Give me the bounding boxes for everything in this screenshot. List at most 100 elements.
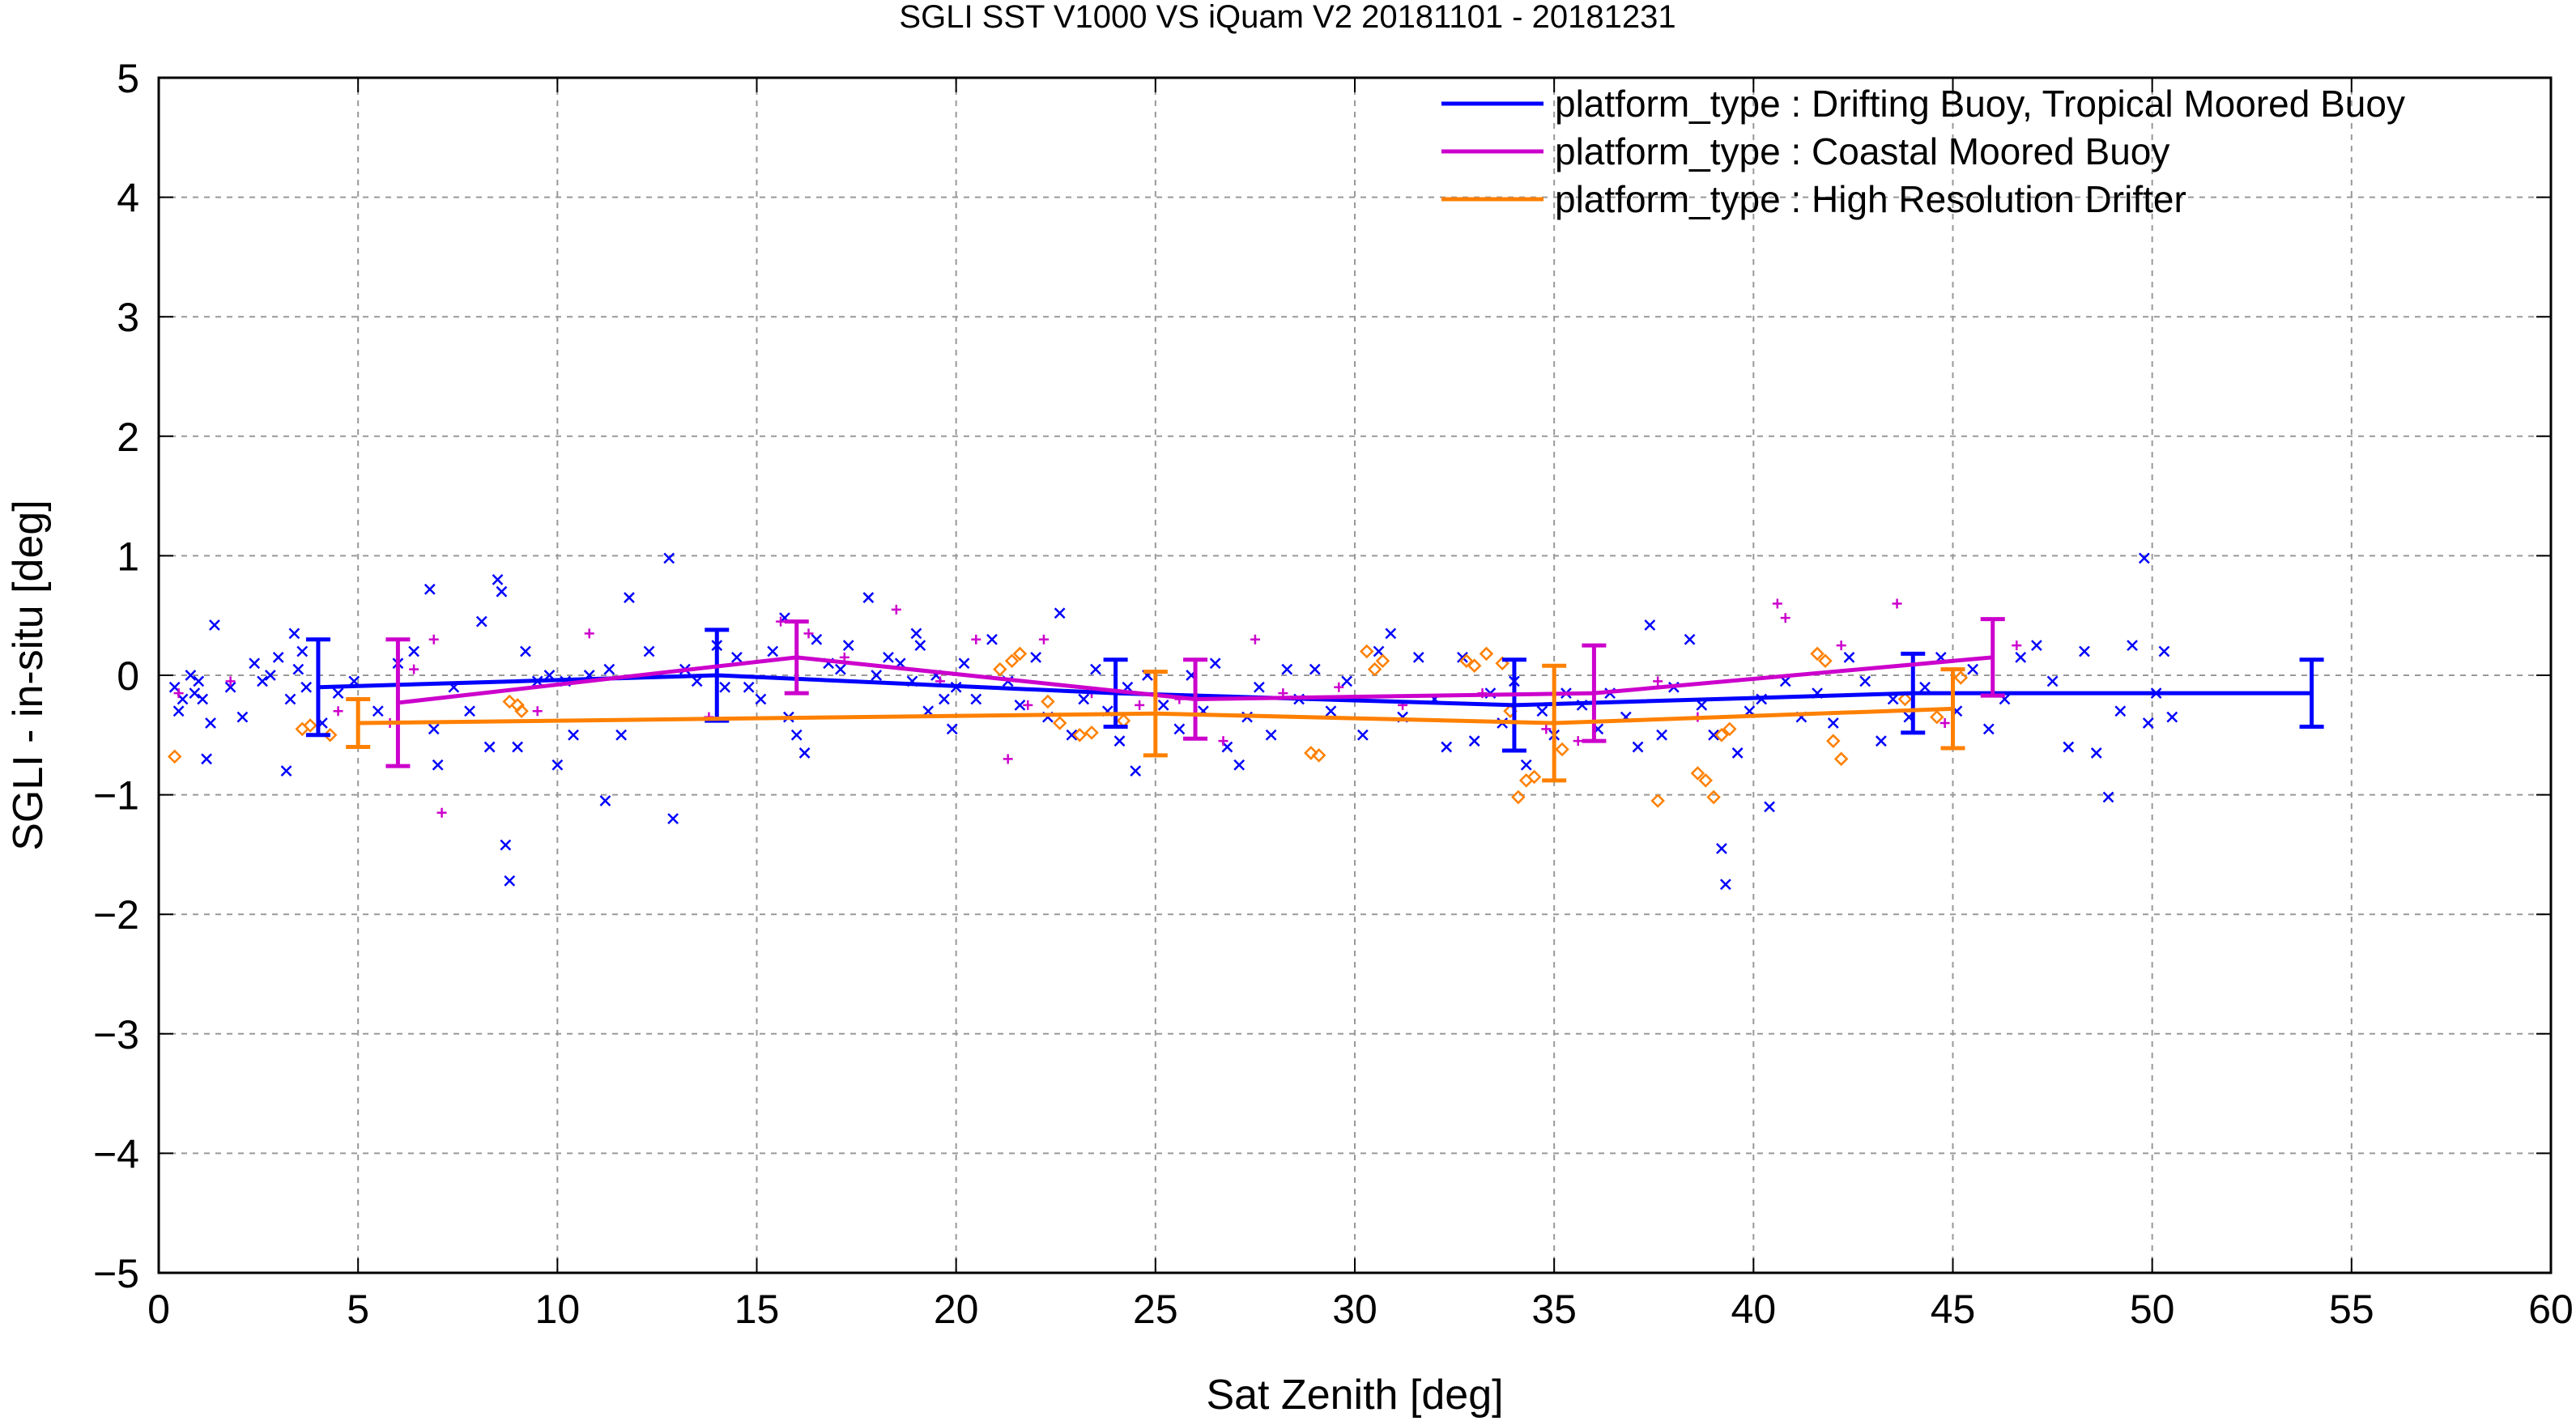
data-point	[303, 718, 317, 733]
data-point	[1066, 729, 1078, 741]
data-point	[272, 651, 284, 663]
data-point	[1023, 700, 1033, 710]
data-point	[603, 663, 615, 675]
data-point	[1360, 644, 1374, 659]
data-point	[1555, 742, 1569, 757]
legend-label: platform_type : Coastal Moored Buoy	[1555, 130, 2169, 172]
data-point	[2127, 640, 2138, 651]
data-point	[862, 592, 875, 603]
data-point	[1632, 741, 1644, 753]
data-point	[1731, 747, 1744, 759]
data-point	[2012, 640, 2022, 651]
data-point	[205, 717, 216, 729]
data-point	[1708, 729, 1719, 741]
data-point	[1714, 728, 1729, 742]
y-tick-label: −3	[93, 1012, 139, 1057]
data-point	[1367, 662, 1382, 677]
data-point	[185, 670, 197, 681]
legend: platform_type : Drifting Buoy, Tropical …	[1441, 83, 2405, 220]
data-point	[436, 807, 447, 818]
grid	[159, 78, 2551, 1273]
data-point	[296, 645, 309, 657]
x-tick-label: 10	[535, 1287, 581, 1332]
series-layer	[167, 552, 2324, 891]
data-point	[2090, 747, 2102, 759]
data-point	[1130, 765, 1142, 776]
data-point	[1939, 718, 1950, 729]
data-point	[1526, 769, 1542, 785]
x-tick-label: 35	[1531, 1287, 1577, 1332]
data-point	[1281, 663, 1293, 675]
data-point	[249, 657, 261, 670]
data-point	[1334, 682, 1344, 692]
data-point	[1653, 676, 1663, 687]
series-1	[168, 552, 2178, 891]
data-point	[691, 675, 703, 687]
data-point	[1356, 729, 1369, 741]
data-point	[1843, 651, 1855, 663]
y-tick-label: 4	[117, 176, 139, 221]
data-point	[2114, 705, 2127, 717]
legend-label: platform_type : High Resolution Drifter	[1555, 178, 2186, 220]
series-3-mean	[346, 663, 1965, 783]
data-point	[1684, 633, 1696, 645]
data-point	[1385, 628, 1397, 640]
x-tick-label: 30	[1332, 1287, 1377, 1332]
data-point	[1084, 725, 1099, 740]
data-point	[483, 741, 496, 753]
data-point	[1887, 693, 1899, 705]
data-point	[568, 729, 579, 741]
data-point	[743, 681, 755, 693]
data-point	[1459, 653, 1474, 669]
data-point	[1541, 724, 1552, 734]
data-point	[172, 705, 185, 717]
y-tick-label: 1	[117, 534, 139, 579]
data-point	[811, 633, 823, 645]
data-point	[1698, 773, 1714, 788]
data-point	[1090, 663, 1101, 675]
data-point	[1892, 598, 1902, 609]
data-point	[958, 657, 970, 670]
data-point	[883, 651, 894, 663]
data-point	[1052, 716, 1067, 730]
data-point	[408, 645, 419, 657]
x-tick-label: 55	[2329, 1287, 2374, 1332]
data-point	[1919, 681, 1931, 693]
data-point	[167, 749, 182, 764]
data-point	[224, 681, 236, 693]
data-point	[1706, 789, 1721, 805]
data-point	[1233, 759, 1245, 771]
x-tick-label: 5	[347, 1287, 369, 1332]
data-point	[767, 645, 779, 657]
data-point	[2031, 640, 2042, 651]
data-point	[1722, 721, 1737, 737]
data-point	[514, 704, 529, 719]
data-point	[1716, 843, 1727, 854]
data-point	[599, 795, 611, 806]
data-point	[236, 711, 249, 723]
data-point	[643, 645, 655, 657]
y-tick-label: 0	[117, 653, 139, 699]
data-point	[1810, 646, 1824, 662]
data-point	[502, 694, 517, 709]
data-point	[986, 633, 998, 645]
data-point	[225, 676, 236, 687]
data-point	[1309, 663, 1321, 675]
data-point	[520, 645, 531, 657]
data-point	[1467, 658, 1482, 673]
data-point	[615, 729, 627, 741]
data-point	[1859, 675, 1871, 687]
data-point	[1764, 801, 1775, 813]
data-point	[292, 663, 304, 675]
data-point	[1078, 693, 1090, 705]
data-point	[1479, 646, 1494, 662]
data-point	[409, 664, 419, 674]
data-point	[288, 628, 300, 640]
data-point	[776, 616, 786, 627]
data-point	[1218, 736, 1228, 747]
data-point	[2015, 651, 2027, 663]
data-point	[584, 628, 594, 639]
data-point	[1468, 735, 1480, 747]
data-point	[755, 693, 767, 705]
data-point	[1457, 651, 1468, 663]
